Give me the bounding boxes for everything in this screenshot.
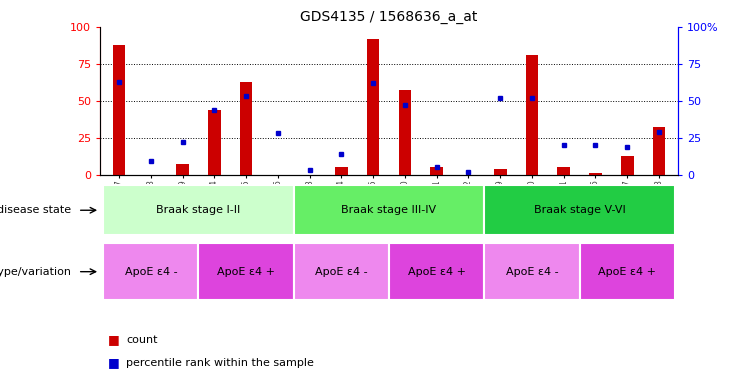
Bar <box>653 127 665 175</box>
Text: percentile rank within the sample: percentile rank within the sample <box>126 358 314 368</box>
Bar <box>494 169 507 175</box>
Bar <box>103 243 199 300</box>
Text: Braak stage III-IV: Braak stage III-IV <box>342 205 436 215</box>
Bar <box>485 185 675 235</box>
Bar <box>293 243 389 300</box>
Bar <box>103 185 293 235</box>
Text: ApoE ε4 +: ApoE ε4 + <box>408 266 465 277</box>
Text: genotype/variation: genotype/variation <box>0 266 71 277</box>
Bar <box>176 164 189 175</box>
Text: ■: ■ <box>107 356 119 369</box>
Text: ApoE ε4 -: ApoE ε4 - <box>505 266 558 277</box>
Bar <box>431 167 443 175</box>
Bar <box>113 45 125 175</box>
Bar <box>367 39 379 175</box>
Bar <box>579 243 675 300</box>
Title: GDS4135 / 1568636_a_at: GDS4135 / 1568636_a_at <box>300 10 478 25</box>
Text: ApoE ε4 +: ApoE ε4 + <box>598 266 657 277</box>
Bar <box>208 110 221 175</box>
Text: Braak stage I-II: Braak stage I-II <box>156 205 241 215</box>
Text: ■: ■ <box>107 333 119 346</box>
Text: count: count <box>126 335 158 345</box>
Bar <box>589 173 602 175</box>
Bar <box>557 167 570 175</box>
Text: ApoE ε4 -: ApoE ε4 - <box>124 266 177 277</box>
Bar <box>485 243 579 300</box>
Text: disease state: disease state <box>0 205 71 215</box>
Text: ApoE ε4 -: ApoE ε4 - <box>315 266 368 277</box>
Bar <box>199 243 293 300</box>
Bar <box>525 55 538 175</box>
Bar <box>389 243 485 300</box>
Bar <box>293 185 485 235</box>
Bar <box>621 156 634 175</box>
Bar <box>240 81 253 175</box>
Bar <box>335 167 348 175</box>
Bar <box>399 91 411 175</box>
Text: ApoE ε4 +: ApoE ε4 + <box>217 266 275 277</box>
Text: Braak stage V-VI: Braak stage V-VI <box>534 205 625 215</box>
